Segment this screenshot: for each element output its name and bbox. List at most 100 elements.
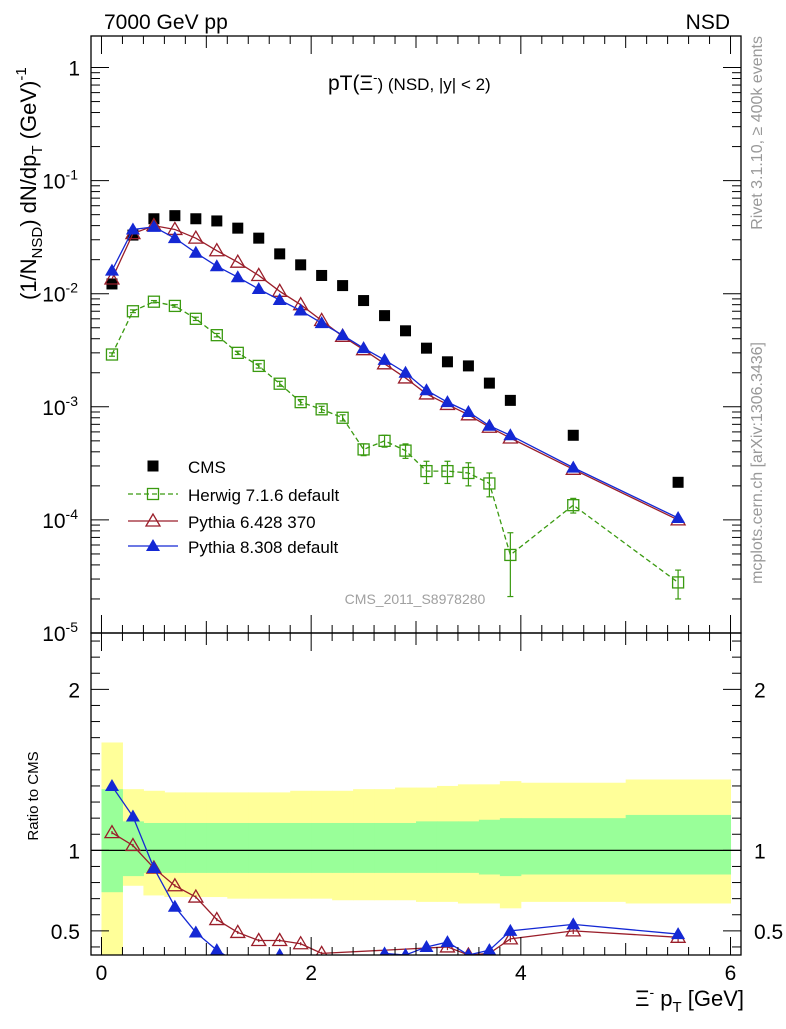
ratio-point-pythia6 — [229, 924, 246, 939]
y-tick-label-base: 10 — [42, 510, 65, 533]
y-tick-label-exp: -1 — [66, 167, 79, 183]
data-point-cms — [358, 295, 370, 307]
ratio-point-pythia8 — [440, 935, 455, 948]
band-inner — [478, 819, 501, 875]
y-tick-label-base: 10 — [42, 284, 65, 307]
x-tick-label: 6 — [725, 962, 737, 985]
legend-label: CMS — [188, 458, 226, 477]
data-point-cms — [400, 325, 412, 337]
data-point-pythia8 — [566, 460, 581, 473]
data-point-herwig — [420, 464, 433, 478]
y-tick-label: 10-5 — [42, 619, 78, 646]
ratio-y-tick-label-right: 0.5 — [754, 921, 783, 944]
data-point-pythia8 — [503, 428, 518, 441]
plot-title-main: pT( — [328, 72, 360, 95]
data-point-herwig — [357, 443, 370, 456]
ratio-point-pythia8 — [336, 956, 350, 968]
data-point-cms — [567, 429, 579, 441]
band-inner — [269, 822, 291, 873]
ratio-series-pythia8 — [104, 778, 686, 968]
data-point-pythia8 — [272, 292, 287, 305]
y-axis-label-sub2: T — [29, 145, 46, 154]
data-point-herwig — [441, 464, 454, 478]
data-point-pythia8 — [104, 263, 119, 276]
data-point-cms — [169, 210, 181, 222]
series-cms — [106, 210, 684, 488]
band-inner — [625, 814, 732, 875]
plot-title-rest: ) (NSD, |y| < 2) — [378, 75, 491, 94]
ratio-point-pythia6 — [271, 932, 288, 947]
data-point-herwig — [147, 295, 161, 308]
data-point-herwig — [231, 346, 244, 360]
ratio-y-tick-label-right: 2 — [754, 679, 766, 702]
ratio-point-pythia8 — [464, 948, 473, 955]
data-point-pythia8 — [293, 303, 308, 316]
data-point-cms — [232, 222, 244, 234]
band-inner — [499, 818, 522, 877]
band-inner — [416, 821, 438, 873]
ratio-point-pythia8 — [231, 956, 245, 968]
data-point-cms — [253, 232, 265, 244]
data-point-herwig — [189, 312, 202, 325]
data-point-pythia6 — [103, 270, 121, 285]
band-inner — [290, 822, 312, 873]
ratio-y-tick-label-left: 1 — [68, 840, 80, 863]
y-tick-label-base: 10 — [42, 397, 65, 420]
data-point-pythia8 — [251, 282, 266, 295]
y-tick-label-exp: -2 — [66, 280, 79, 296]
plot-title: pT(Ξ-) (NSD, |y| < 2) — [328, 70, 491, 95]
rivet-version-label: Rivet 3.1.10, ≥ 400k events — [749, 36, 766, 230]
process-label: NSD — [686, 11, 730, 34]
ratio-point-pythia8 — [671, 927, 686, 940]
y-axis-label-a: (1/N — [16, 258, 41, 300]
data-point-pythia8 — [167, 231, 182, 244]
y-tick-label: 10-4 — [42, 506, 78, 533]
data-point-cms — [316, 269, 328, 281]
legend-label: Herwig 7.1.6 default — [188, 486, 339, 505]
legend-entry-pythia6: Pythia 6.428 370 — [128, 512, 316, 532]
ratio-point-pythia8 — [167, 899, 182, 912]
band-inner — [311, 822, 333, 873]
ratio-uncertainty-bands — [91, 742, 741, 955]
ratio-point-pythia6 — [208, 911, 225, 926]
analysis-tag: CMS_2011_S8978280 — [345, 591, 486, 607]
y-axis-label-sub1: NSD — [29, 227, 46, 259]
ratio-point-pythia8 — [209, 943, 224, 955]
legend-entry-pythia8: Pythia 8.308 default — [128, 538, 339, 557]
band-inner — [248, 822, 270, 873]
legend-marker-cms — [147, 460, 159, 472]
data-point-pythia8 — [314, 316, 329, 329]
data-point-cms — [337, 280, 349, 292]
plot-title-symbol: Ξ — [360, 72, 374, 95]
x-axis-label: Ξ- pT [GeV] — [635, 984, 744, 1016]
legend-marker-pythia6 — [144, 512, 162, 527]
energy-label: 7000 GeV pp — [104, 11, 228, 34]
x-tick-label: 4 — [515, 962, 527, 985]
data-point-herwig — [504, 548, 517, 562]
ratio-point-pythia8 — [104, 778, 119, 791]
ratio-point-pythia6 — [187, 888, 204, 903]
ratio-y-tick-label-left: 2 — [68, 679, 80, 702]
data-point-herwig — [315, 403, 328, 416]
data-point-herwig — [294, 395, 307, 409]
data-point-herwig — [462, 466, 475, 480]
band-inner — [122, 821, 144, 877]
ratio-point-pythia8 — [357, 956, 371, 968]
legend-entry-cms: CMS — [147, 458, 226, 477]
ratio-point-pythia8 — [188, 925, 203, 938]
data-point-cms — [462, 360, 474, 372]
ratio-y-axis-label: Ratio to CMS — [25, 751, 42, 840]
legend-marker-herwig — [146, 487, 160, 501]
data-point-pythia8 — [482, 418, 497, 431]
ratio-point-pythia6 — [292, 935, 309, 950]
y-axis-label-sup: -1 — [13, 67, 30, 80]
ratio-point-pythia6 — [166, 877, 184, 892]
x-axis-label-sup: - — [649, 984, 654, 1000]
data-point-herwig — [336, 411, 349, 424]
data-point-cms — [672, 476, 684, 488]
legend-label: Pythia 6.428 370 — [188, 513, 316, 532]
data-point-pythia8 — [335, 328, 350, 341]
ratio-point-pythia8 — [275, 948, 284, 955]
x-axis-label-symbol: Ξ — [635, 986, 649, 1011]
